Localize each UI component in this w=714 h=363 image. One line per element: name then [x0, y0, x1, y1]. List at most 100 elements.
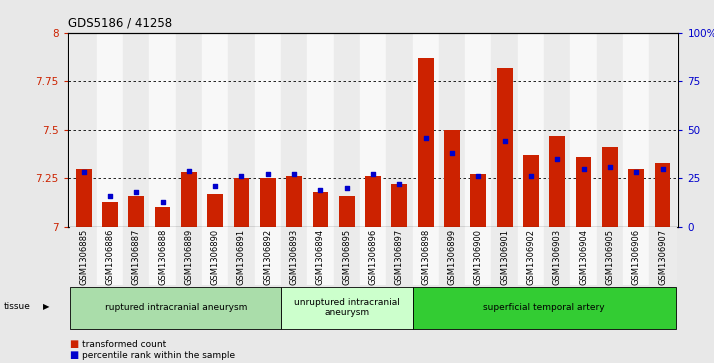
Bar [123, 33, 149, 227]
Text: GSM1306906: GSM1306906 [632, 229, 640, 285]
Point [657, 166, 668, 171]
Text: transformed count: transformed count [82, 340, 166, 348]
Bar [76, 169, 91, 227]
Point [315, 187, 326, 193]
Bar [181, 172, 197, 227]
Point [367, 172, 378, 178]
Bar [286, 176, 302, 227]
Text: GSM1306893: GSM1306893 [290, 229, 298, 285]
Text: GDS5186 / 41258: GDS5186 / 41258 [68, 16, 172, 29]
Bar [544, 227, 570, 285]
Bar [123, 227, 149, 285]
Bar [602, 147, 618, 227]
Bar [518, 227, 544, 285]
Text: tissue: tissue [4, 302, 31, 311]
Text: GSM1306888: GSM1306888 [158, 229, 167, 285]
Point [209, 183, 221, 189]
Bar [575, 157, 591, 227]
Point [526, 174, 537, 179]
Point [183, 168, 195, 174]
Point [131, 189, 142, 195]
Text: ■: ■ [69, 350, 79, 360]
Text: GSM1306891: GSM1306891 [237, 229, 246, 285]
Bar [228, 33, 255, 227]
Bar [102, 201, 118, 227]
Bar [333, 227, 360, 285]
Bar [465, 33, 491, 227]
Text: percentile rank within the sample: percentile rank within the sample [82, 351, 235, 359]
Bar [549, 136, 565, 227]
Point [420, 135, 431, 140]
Bar [491, 33, 518, 227]
Bar [233, 178, 249, 227]
Point [499, 139, 511, 144]
Bar [97, 227, 123, 285]
Bar [155, 208, 171, 227]
Bar [491, 227, 518, 285]
Bar [176, 227, 202, 285]
Bar [281, 227, 307, 285]
Text: ▶: ▶ [43, 302, 49, 311]
Text: GSM1306896: GSM1306896 [368, 229, 378, 285]
Bar [570, 227, 597, 285]
Text: GSM1306895: GSM1306895 [342, 229, 351, 285]
Bar [439, 227, 465, 285]
Bar [439, 33, 465, 227]
Text: GSM1306904: GSM1306904 [579, 229, 588, 285]
Bar [207, 194, 223, 227]
Bar [655, 163, 670, 227]
Bar [518, 33, 544, 227]
Point [157, 199, 169, 204]
Text: GSM1306886: GSM1306886 [106, 229, 114, 285]
Point [236, 174, 247, 179]
Point [393, 181, 405, 187]
Text: GSM1306901: GSM1306901 [500, 229, 509, 285]
Point [604, 164, 615, 170]
Bar [523, 155, 539, 227]
Bar [649, 33, 675, 227]
Point [630, 170, 642, 175]
Text: GSM1306899: GSM1306899 [448, 229, 456, 285]
Text: ■: ■ [69, 339, 79, 349]
Bar [202, 33, 228, 227]
Text: GSM1306902: GSM1306902 [526, 229, 536, 285]
Bar [360, 227, 386, 285]
Bar [339, 196, 355, 227]
Bar [628, 169, 644, 227]
Bar [649, 227, 675, 285]
Point [446, 150, 458, 156]
Bar [176, 33, 202, 227]
Bar [228, 227, 255, 285]
Bar [149, 33, 176, 227]
Text: GSM1306898: GSM1306898 [421, 229, 431, 285]
Point [341, 185, 353, 191]
Bar [597, 33, 623, 227]
Bar [365, 176, 381, 227]
Bar [465, 227, 491, 285]
Text: GSM1306897: GSM1306897 [395, 229, 404, 285]
Bar [97, 33, 123, 227]
Bar [391, 184, 407, 227]
Bar [623, 227, 649, 285]
Bar [360, 33, 386, 227]
FancyBboxPatch shape [281, 287, 413, 329]
Point [78, 170, 89, 175]
Point [578, 166, 589, 171]
Point [262, 172, 273, 178]
Text: GSM1306885: GSM1306885 [79, 229, 88, 285]
Bar [307, 33, 333, 227]
Bar [149, 227, 176, 285]
Bar [386, 33, 413, 227]
Bar [544, 33, 570, 227]
Bar [623, 33, 649, 227]
Text: GSM1306907: GSM1306907 [658, 229, 667, 285]
Bar [255, 227, 281, 285]
Bar [129, 196, 144, 227]
Bar [71, 227, 97, 285]
Bar [333, 33, 360, 227]
Bar [202, 227, 228, 285]
FancyBboxPatch shape [71, 287, 281, 329]
Text: GSM1306903: GSM1306903 [553, 229, 562, 285]
Bar [413, 33, 439, 227]
Bar [255, 33, 281, 227]
